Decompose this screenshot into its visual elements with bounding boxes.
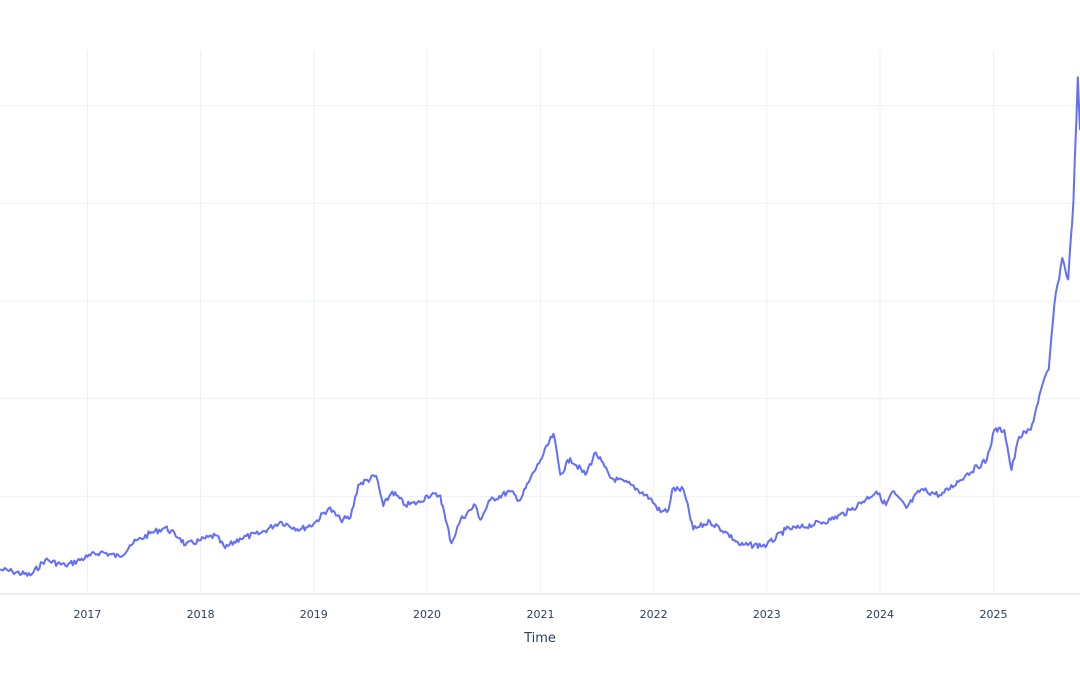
x-tick-label: 2022	[640, 608, 668, 621]
x-axis-title: Time	[523, 631, 556, 646]
x-tick-label: 2024	[866, 608, 894, 621]
x-tick-label: 2017	[73, 608, 101, 621]
series-lines	[0, 76, 1080, 577]
x-tick-label: 2025	[979, 608, 1007, 621]
x-tick-label: 2021	[526, 608, 554, 621]
x-tick-label: 2023	[753, 608, 781, 621]
x-tick-label: 2019	[300, 608, 328, 621]
gridlines	[0, 50, 1080, 595]
x-tick-label: 2018	[187, 608, 215, 621]
x-tick-label: 2020	[413, 608, 441, 621]
x-axis-ticks: 2017 2018 2019 2020 2021 2022 2023 2024 2025	[73, 608, 1007, 621]
series-line	[0, 76, 1080, 577]
